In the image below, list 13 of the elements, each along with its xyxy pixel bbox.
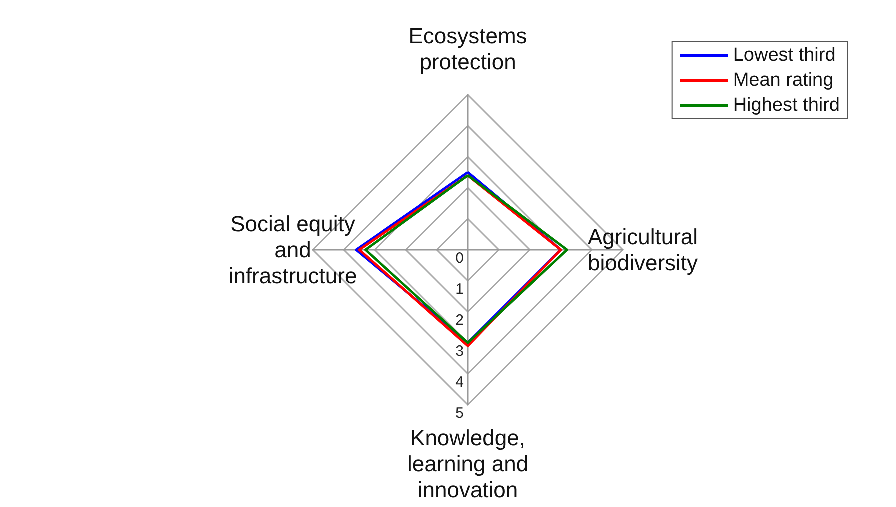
- spoke-label: Ecosystems protection: [408, 24, 528, 74]
- y-tick-label: 1: [456, 281, 464, 298]
- spoke-label: Knowledge, learning and innovation: [407, 426, 529, 502]
- spoke-label: Social equity and infrastructure: [228, 212, 358, 288]
- y-tick-label: 0: [456, 250, 464, 267]
- y-tick-label: 2: [456, 312, 464, 329]
- y-tick-label: 3: [456, 343, 464, 360]
- spoke-label: Agricultural biodiversity: [588, 224, 698, 276]
- legend-label: Lowest third: [733, 45, 836, 66]
- legend-label: Mean rating: [733, 70, 834, 91]
- y-tick-label: 5: [456, 405, 464, 422]
- legend-label: Highest third: [733, 95, 840, 116]
- y-tick-label: 4: [456, 374, 464, 391]
